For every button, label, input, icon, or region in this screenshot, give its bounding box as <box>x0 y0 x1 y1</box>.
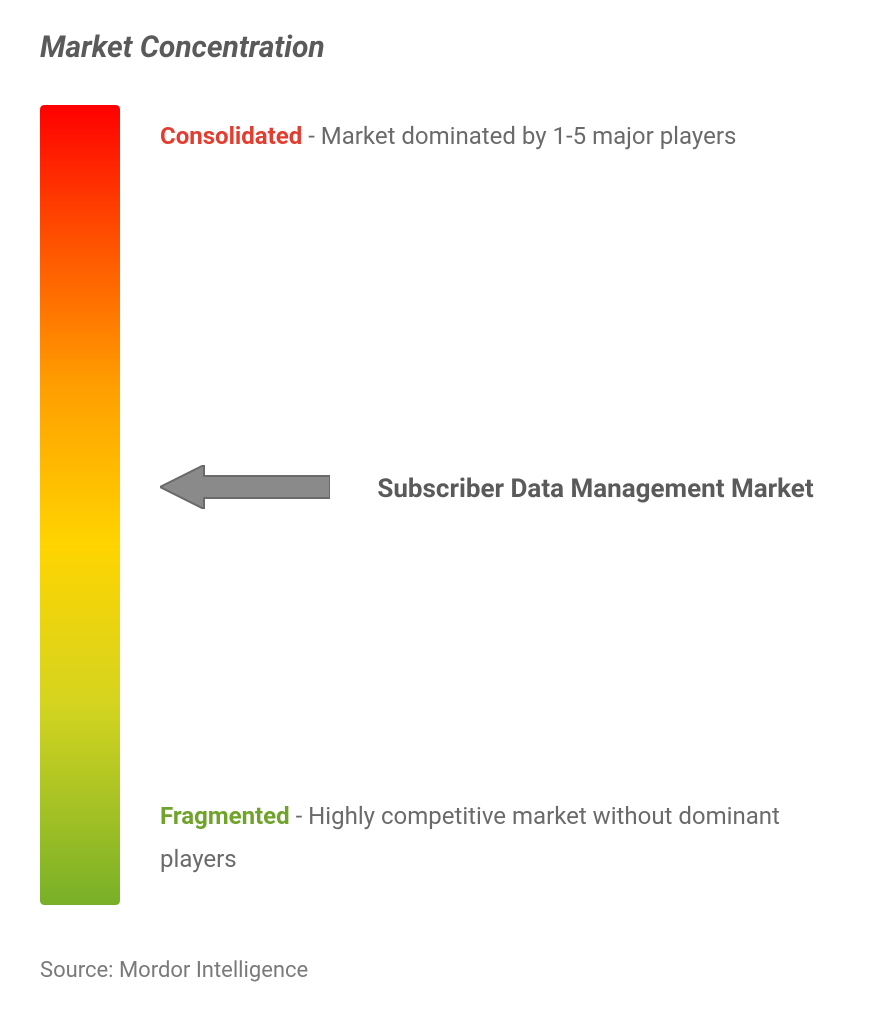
text-column: Consolidated - Market dominated by 1-5 m… <box>120 105 851 905</box>
left-arrow-icon <box>160 465 330 509</box>
main-area: Consolidated - Market dominated by 1-5 m… <box>40 105 851 915</box>
arrow-wrap <box>160 465 330 513</box>
market-label: Subscriber Data Management Market <box>330 470 831 509</box>
page-title: Market Concentration <box>40 30 851 65</box>
consolidated-rest: - Market dominated by 1-5 major players <box>308 122 736 150</box>
gradient-bar-wrap <box>40 105 120 915</box>
fragmented-highlight: Fragmented <box>160 802 290 830</box>
source-attribution: Source: Mordor Intelligence <box>40 958 308 983</box>
fragmented-label: Fragmented - Highly competitive market w… <box>160 795 831 881</box>
consolidated-highlight: Consolidated <box>160 122 302 150</box>
consolidated-label: Consolidated - Market dominated by 1-5 m… <box>160 115 831 158</box>
concentration-gradient-bar <box>40 105 120 905</box>
indicator-block: Subscriber Data Management Market <box>160 465 831 513</box>
